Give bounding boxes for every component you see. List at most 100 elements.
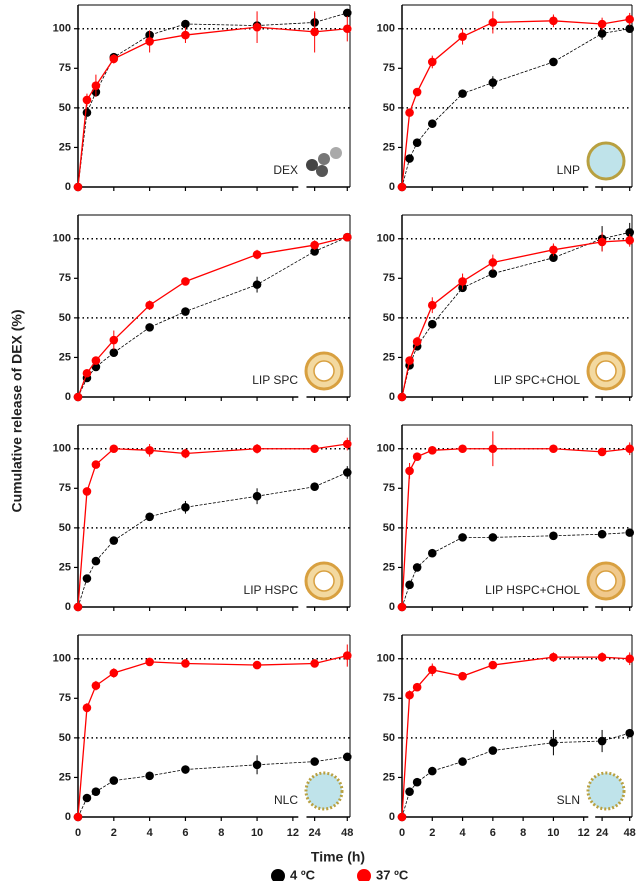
data-point — [489, 661, 498, 670]
data-point — [405, 581, 414, 590]
data-point — [92, 81, 101, 90]
data-point — [110, 336, 119, 345]
legend-label: 37 ºC — [376, 867, 409, 881]
y-tick-label: 0 — [65, 181, 71, 193]
y-tick-label: 25 — [383, 141, 395, 153]
icon — [588, 773, 624, 809]
data-point — [92, 460, 101, 469]
y-axis-title: Cumulative release of DEX (%) — [9, 309, 25, 512]
icon — [330, 147, 342, 159]
panel: 0255075100LIP HSPC — [53, 425, 352, 613]
data-point — [413, 452, 422, 461]
y-tick-label: 25 — [383, 351, 395, 363]
x-tick-label: 24 — [309, 827, 322, 839]
data-point — [145, 772, 154, 781]
y-tick-label: 75 — [383, 482, 395, 494]
y-tick-label: 100 — [53, 653, 71, 665]
data-point — [74, 813, 83, 822]
x-tick-label: 12 — [287, 827, 299, 839]
data-point — [181, 277, 190, 286]
data-point — [458, 89, 467, 98]
data-point — [110, 444, 119, 453]
data-point — [92, 356, 101, 365]
data-point — [398, 603, 407, 612]
data-point — [428, 666, 437, 675]
data-point — [181, 307, 190, 316]
data-point — [428, 549, 437, 558]
legend-label: 4 ºC — [290, 867, 316, 881]
data-point — [549, 531, 558, 540]
panel-label: LIP HSPC+CHOL — [485, 583, 580, 597]
x-tick-label: 10 — [251, 827, 263, 839]
y-tick-label: 50 — [59, 732, 71, 744]
data-point — [428, 119, 437, 128]
data-point — [310, 659, 319, 668]
panel-label: LIP HSPC — [244, 583, 299, 597]
data-point — [145, 658, 154, 667]
data-point — [343, 24, 352, 33]
data-point — [625, 444, 634, 453]
data-point — [310, 28, 319, 37]
y-tick-label: 75 — [383, 62, 395, 74]
x-tick-label: 4 — [147, 827, 154, 839]
y-tick-label: 0 — [65, 811, 71, 823]
data-point — [405, 356, 414, 365]
y-tick-label: 25 — [383, 771, 395, 783]
data-point — [83, 574, 92, 583]
data-point — [428, 320, 437, 329]
data-point — [253, 23, 262, 32]
data-point — [489, 444, 498, 453]
data-point — [458, 444, 467, 453]
y-tick-label: 75 — [383, 272, 395, 284]
panel-label: LNP — [557, 163, 580, 177]
y-tick-label: 50 — [383, 102, 395, 114]
icon — [314, 571, 334, 591]
data-point — [83, 96, 92, 105]
data-point — [253, 280, 262, 289]
data-point — [625, 236, 634, 245]
data-point — [145, 323, 154, 332]
data-point — [83, 487, 92, 496]
y-tick-label: 100 — [377, 443, 395, 455]
x-tick-label: 2 — [111, 827, 117, 839]
data-point — [253, 760, 262, 769]
data-point — [549, 246, 558, 255]
data-point — [428, 767, 437, 776]
y-tick-label: 25 — [59, 351, 71, 363]
data-point — [405, 154, 414, 163]
data-point — [145, 37, 154, 46]
y-tick-label: 75 — [59, 692, 71, 704]
x-tick-label: 0 — [399, 827, 405, 839]
data-point — [405, 787, 414, 796]
x-tick-label: 48 — [624, 827, 636, 839]
data-point — [489, 78, 498, 87]
panel-label: LIP SPC+CHOL — [494, 373, 580, 387]
data-point — [598, 653, 607, 662]
panel-label: LIP SPC — [252, 373, 298, 387]
data-point — [489, 258, 498, 267]
data-point — [489, 18, 498, 27]
panel-label: SLN — [557, 793, 580, 807]
legend-marker — [357, 869, 371, 881]
y-tick-label: 0 — [389, 391, 395, 403]
data-point — [428, 58, 437, 67]
y-tick-label: 75 — [59, 272, 71, 284]
data-point — [549, 58, 558, 67]
data-point — [253, 492, 262, 501]
data-point — [181, 659, 190, 668]
data-point — [145, 446, 154, 455]
y-tick-label: 75 — [59, 62, 71, 74]
data-point — [625, 654, 634, 663]
data-point — [549, 444, 558, 453]
data-point — [428, 446, 437, 455]
data-point — [458, 672, 467, 681]
data-point — [489, 533, 498, 542]
data-point — [110, 55, 119, 64]
y-tick-label: 100 — [377, 653, 395, 665]
x-tick-label: 0 — [75, 827, 81, 839]
data-point — [413, 337, 422, 346]
x-tick-label: 6 — [182, 827, 188, 839]
y-tick-label: 25 — [59, 141, 71, 153]
